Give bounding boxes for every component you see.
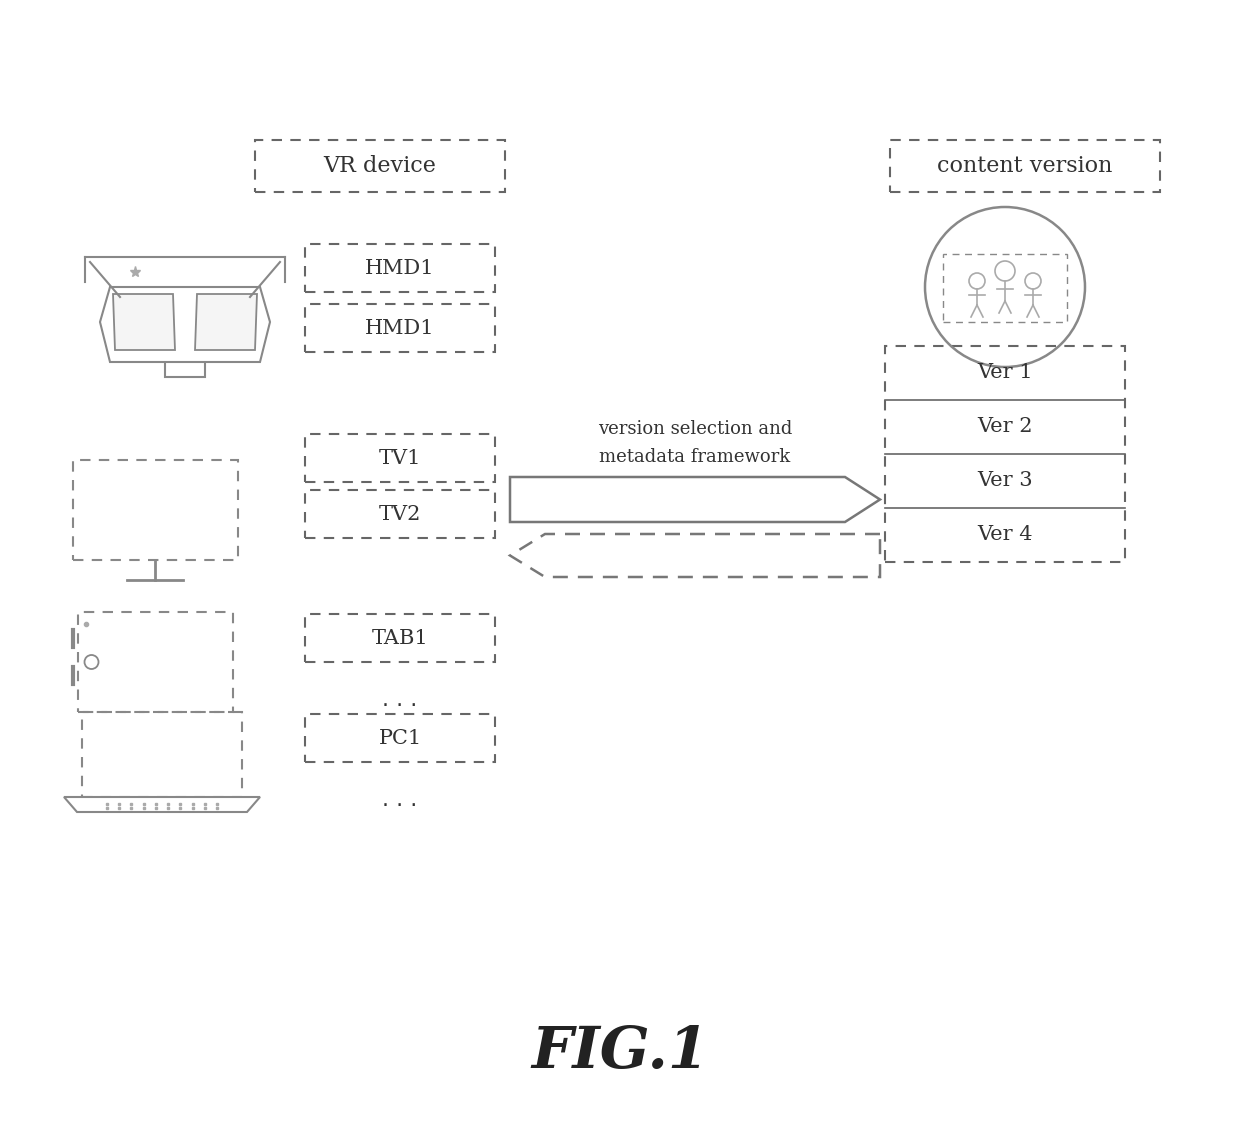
- Text: TAB1: TAB1: [372, 628, 428, 648]
- Text: . . .: . . .: [382, 691, 418, 710]
- Text: HMD1: HMD1: [366, 318, 435, 337]
- Text: metadata framework: metadata framework: [599, 448, 791, 466]
- Text: Ver 3: Ver 3: [977, 472, 1033, 490]
- Text: PC1: PC1: [378, 729, 422, 747]
- Text: HMD1: HMD1: [366, 258, 435, 277]
- Text: TV1: TV1: [378, 448, 422, 468]
- Polygon shape: [100, 288, 270, 362]
- Text: Ver 2: Ver 2: [977, 418, 1033, 437]
- Text: TV2: TV2: [378, 505, 422, 523]
- Text: . . .: . . .: [382, 790, 418, 811]
- Text: content version: content version: [937, 155, 1112, 177]
- Text: version selection and: version selection and: [598, 420, 792, 438]
- Polygon shape: [64, 797, 260, 812]
- Text: VR device: VR device: [324, 155, 436, 177]
- Polygon shape: [510, 477, 880, 522]
- Polygon shape: [113, 294, 175, 350]
- Polygon shape: [195, 294, 257, 350]
- Polygon shape: [510, 534, 880, 577]
- Text: Ver 4: Ver 4: [977, 525, 1033, 544]
- Text: Ver 1: Ver 1: [977, 363, 1033, 383]
- Text: FIG.1: FIG.1: [531, 1023, 709, 1080]
